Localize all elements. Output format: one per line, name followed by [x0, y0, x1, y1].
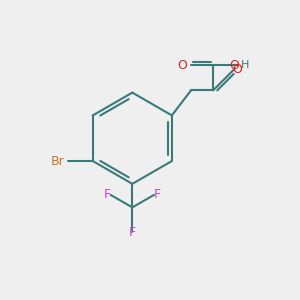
Text: F: F [103, 188, 111, 201]
Text: O: O [230, 59, 239, 72]
Text: H: H [240, 60, 249, 70]
Text: F: F [129, 226, 136, 239]
Text: Br: Br [50, 154, 64, 167]
Text: O: O [232, 63, 242, 76]
Text: O: O [178, 59, 188, 72]
Text: F: F [154, 188, 161, 201]
